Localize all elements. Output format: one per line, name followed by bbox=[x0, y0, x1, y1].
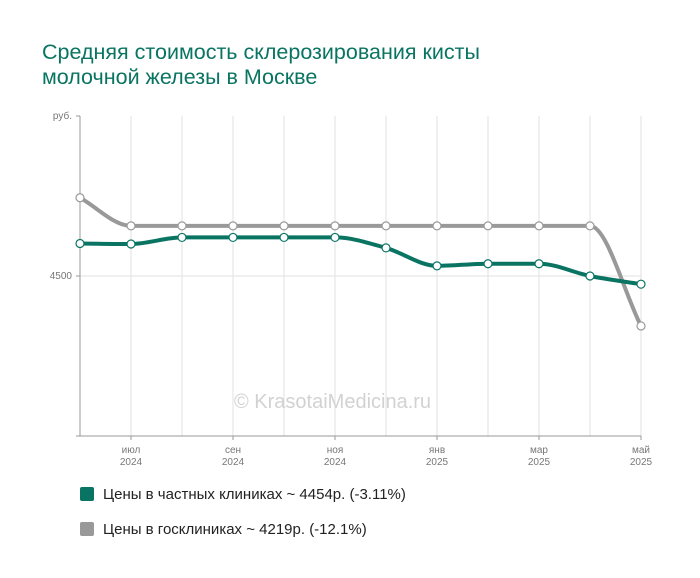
x-tick-label-month: сен bbox=[225, 445, 241, 456]
data-point-series-0 bbox=[330, 232, 340, 243]
data-point-series-1 bbox=[636, 321, 646, 331]
data-point-series-0 bbox=[483, 259, 493, 269]
x-tick-label-year: 2024 bbox=[324, 457, 347, 468]
series-line-0 bbox=[78, 235, 643, 287]
data-point-series-0 bbox=[126, 239, 136, 249]
data-point-series-1 bbox=[228, 221, 238, 231]
legend-item-private: Цены в частных клиниках ~ 4454р. (-3.11%… bbox=[80, 483, 640, 505]
data-point-series-0 bbox=[228, 232, 238, 243]
data-point-series-0 bbox=[585, 271, 595, 281]
x-tick-label-month: мар bbox=[530, 445, 548, 456]
data-point-series-0 bbox=[381, 243, 391, 253]
legend-swatch-private bbox=[80, 487, 94, 501]
data-point-series-1 bbox=[432, 221, 442, 231]
legend-item-public: Цены в госклиниках ~ 4219р. (-12.1%) bbox=[80, 518, 640, 540]
x-tick-label-year: 2025 bbox=[528, 457, 551, 468]
data-point-series-1 bbox=[279, 221, 289, 231]
data-point-series-0 bbox=[636, 279, 646, 289]
chart-title-line-1: Средняя стоимость склерозирования кисты bbox=[42, 40, 480, 64]
y-tick-label: 4500 bbox=[50, 271, 73, 282]
grid-lines bbox=[80, 116, 642, 436]
tick-labels: руб.4500июл2024сен2024ноя2024янв2025мар2… bbox=[50, 110, 653, 468]
x-tick-label-year: 2024 bbox=[120, 457, 143, 468]
x-tick-label-month: янв bbox=[429, 445, 445, 456]
chart-title-line-2: молочной железы в Москве bbox=[42, 65, 318, 89]
x-tick-label-year: 2024 bbox=[222, 457, 245, 468]
data-point-series-1 bbox=[483, 221, 493, 231]
x-tick-label-month: ноя bbox=[327, 445, 344, 456]
legend-swatch-public bbox=[80, 522, 94, 536]
series-line-1 bbox=[78, 195, 643, 328]
data-point-series-1 bbox=[177, 221, 187, 231]
data-point-series-1 bbox=[585, 221, 595, 231]
axes bbox=[76, 115, 642, 440]
data-point-series-0 bbox=[432, 261, 442, 271]
x-tick-label-year: 2025 bbox=[630, 457, 653, 468]
data-point-series-1 bbox=[330, 221, 340, 231]
series-lines bbox=[78, 195, 643, 328]
data-point-series-0 bbox=[534, 259, 544, 269]
legend-label-private: Цены в частных клиниках ~ 4454р. (-3.11%… bbox=[103, 485, 406, 503]
data-point-series-0 bbox=[75, 238, 85, 249]
chart-title: Средняя стоимость склерозирования кисты … bbox=[42, 40, 662, 90]
data-point-series-1 bbox=[534, 221, 544, 231]
data-point-series-1 bbox=[381, 221, 391, 231]
data-points bbox=[75, 193, 646, 331]
data-point-series-1 bbox=[75, 193, 85, 203]
data-point-series-1 bbox=[126, 221, 136, 231]
data-point-series-0 bbox=[177, 232, 187, 243]
x-tick-label-month: июл bbox=[122, 445, 141, 456]
data-point-series-0 bbox=[279, 232, 289, 243]
legend-label-public: Цены в госклиниках ~ 4219р. (-12.1%) bbox=[103, 520, 367, 538]
y-axis-unit-label: руб. bbox=[53, 110, 72, 122]
x-tick-label-month: май bbox=[632, 445, 650, 456]
x-tick-label-year: 2025 bbox=[426, 457, 449, 468]
watermark: © KrasotaiMedicina.ru bbox=[234, 391, 432, 413]
